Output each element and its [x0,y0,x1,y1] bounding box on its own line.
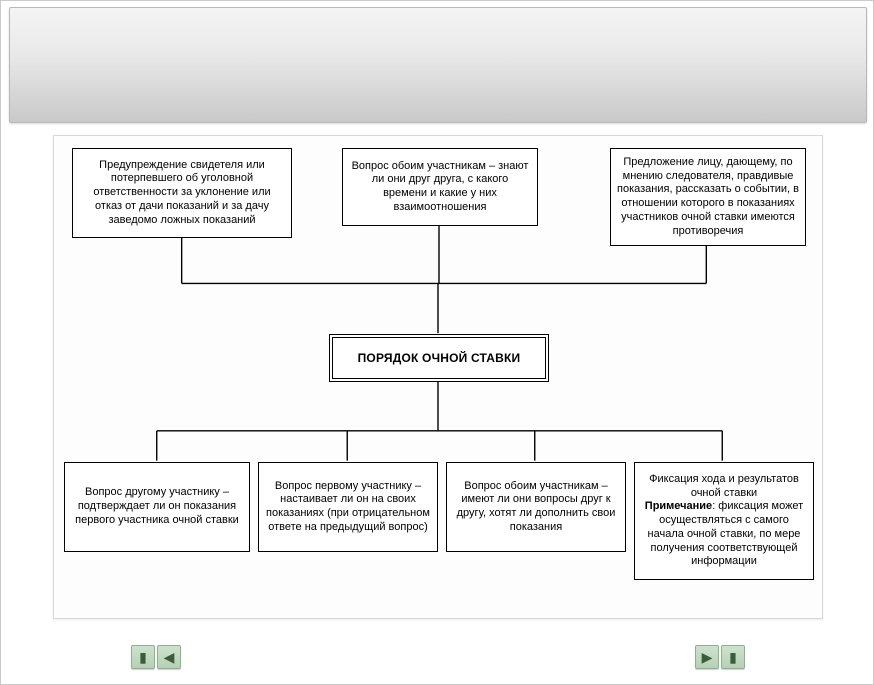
node-confirm-question: Вопрос другому участнику – подтверждает … [64,462,250,552]
node-center-title: ПОРЯДОК ОЧНОЙ СТАВКИ [329,334,549,382]
nav-first-button[interactable]: ▮ [131,645,155,669]
node-truthful-account-proposal: Предложение лицу, дающему, по мнению сле… [610,148,806,246]
node-text: Предложение лицу, дающему, по мнению сле… [617,156,799,239]
last-page-icon: ▮ [729,650,737,664]
note-line1: Фиксация хода и результатов очной ставки [649,473,799,499]
page-root: Предупреждение свидетеля или потерпевшег… [0,0,874,685]
node-text: Вопрос обоим участникам – имеют ли они в… [453,480,619,535]
nav-next-button[interactable]: ▶ [695,645,719,669]
chevron-left-icon: ◀ [164,650,175,664]
header-bar [9,7,867,123]
nav-last-button[interactable]: ▮ [721,645,745,669]
node-fixation-note: Фиксация хода и результатов очной ставки… [634,462,814,580]
first-page-icon: ▮ [139,650,147,664]
node-text: Вопрос обоим участникам – знают ли они д… [349,160,531,215]
chevron-right-icon: ▶ [702,650,713,664]
node-text: Фиксация хода и результатов очной ставки… [641,473,807,569]
note-label: Примечание [645,500,712,512]
node-mutual-questions: Вопрос обоим участникам – имеют ли они в… [446,462,626,552]
confrontation-procedure-diagram: Предупреждение свидетеля или потерпевшег… [53,135,823,619]
node-text: Предупреждение свидетеля или потерпевшег… [79,159,285,228]
center-title-text: ПОРЯДОК ОЧНОЙ СТАВКИ [358,351,521,365]
node-text: Вопрос другому участнику – подтверждает … [71,486,243,527]
node-text: Вопрос первому участнику – настаивает ли… [265,480,431,535]
node-warning-liability: Предупреждение свидетеля или потерпевшег… [72,148,292,238]
node-mutual-acquaintance-question: Вопрос обоим участникам – знают ли они д… [342,148,538,226]
node-insist-question: Вопрос первому участнику – настаивает ли… [258,462,438,552]
nav-prev-button[interactable]: ◀ [157,645,181,669]
